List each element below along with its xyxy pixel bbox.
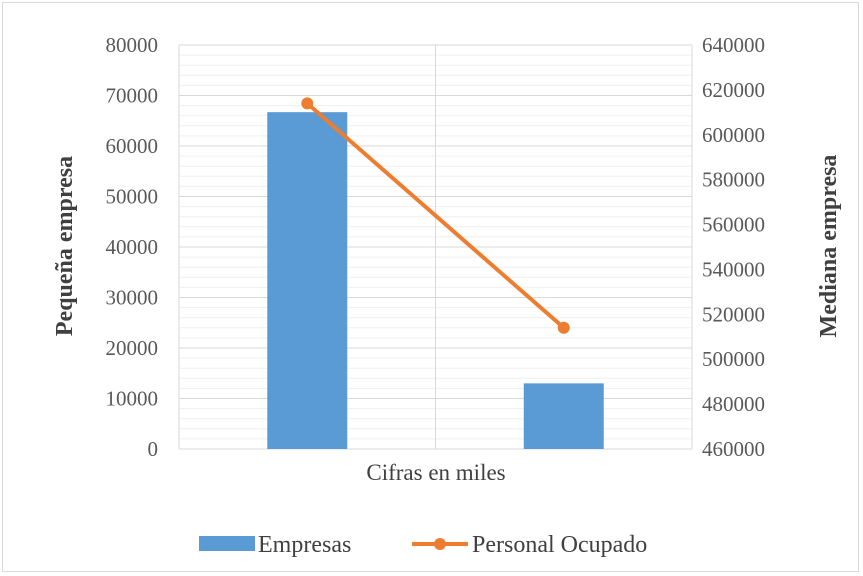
bar-series-empresas <box>267 112 604 449</box>
right-tick-label: 500000 <box>702 347 765 371</box>
legend-swatch-empresas <box>199 536 255 551</box>
left-tick-label: 30000 <box>106 286 159 310</box>
legend: Empresas Personal Ocupado <box>199 532 647 558</box>
right-axis-title: Mediana empresa <box>816 155 842 338</box>
series-line <box>305 101 566 330</box>
bar <box>523 383 604 449</box>
right-tick-label: 560000 <box>702 213 765 237</box>
right-tick-label: 460000 <box>702 437 765 461</box>
legend-label-personal-ocupado: Personal Ocupado <box>472 532 647 558</box>
left-axis-title: Pequeña empresa <box>52 156 78 336</box>
right-tick-label: 640000 <box>702 33 765 57</box>
bar <box>267 112 348 449</box>
left-tick-label: 70000 <box>106 84 159 108</box>
right-tick-label: 480000 <box>702 392 765 416</box>
legend-swatch-marker-personal-ocupado <box>434 538 446 550</box>
left-tick-label: 60000 <box>106 134 159 158</box>
left-tick-label: 80000 <box>106 33 159 57</box>
right-tick-label: 580000 <box>702 168 765 192</box>
right-tick-label: 620000 <box>702 78 765 102</box>
right-tick-label: 540000 <box>702 257 765 281</box>
left-tick-label: 40000 <box>106 235 159 259</box>
left-tick-label: 10000 <box>106 387 159 411</box>
right-tick-label: 520000 <box>702 302 765 326</box>
right-axis-ticks: 460000 480000 500000 520000 540000 560000 5800… <box>702 33 765 461</box>
line-point <box>301 97 314 110</box>
x-axis-title: Cifras en miles <box>366 460 505 485</box>
line-point <box>557 321 570 334</box>
gridlines <box>178 44 693 450</box>
left-tick-label: 0 <box>148 437 159 461</box>
line-series-personal-ocupado <box>301 97 570 334</box>
left-axis-ticks: 0 10000 20000 30000 40000 50000 60000 70000 8000… <box>106 33 159 461</box>
legend-label-empresas: Empresas <box>258 532 351 558</box>
left-tick-label: 20000 <box>106 336 159 360</box>
left-tick-label: 50000 <box>106 185 159 209</box>
right-tick-label: 600000 <box>702 123 765 147</box>
